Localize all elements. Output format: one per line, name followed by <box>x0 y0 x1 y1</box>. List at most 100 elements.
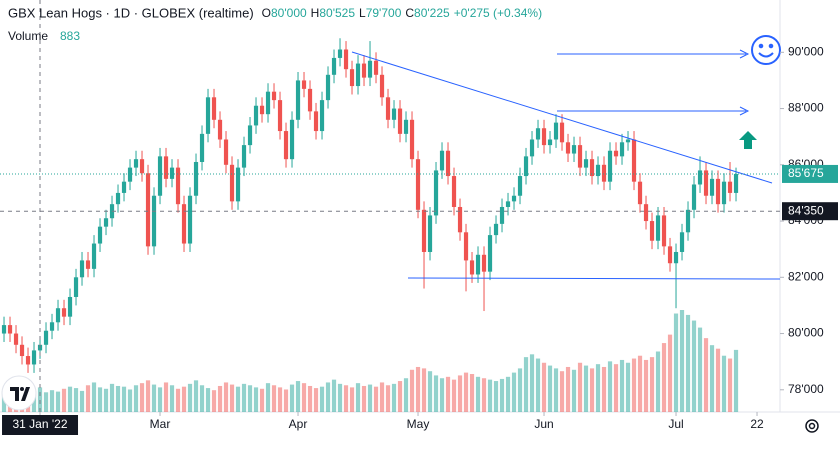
volume-bar <box>403 378 409 412</box>
candle-body <box>1 325 7 334</box>
candle-body <box>331 57 337 75</box>
volume-bar <box>229 384 235 412</box>
last-price-box <box>782 164 838 183</box>
volume-bar <box>115 385 121 412</box>
candle-body <box>613 150 619 157</box>
volume-bar <box>499 378 505 412</box>
symbol-title[interactable]: GBX Lean Hogs · 1D · GLOBEX (realtime) <box>8 5 254 20</box>
candle-body <box>643 204 649 222</box>
volume-bar <box>355 383 361 412</box>
tradingview-logo[interactable] <box>1 375 37 411</box>
volume-bar <box>667 334 673 412</box>
volume-bar <box>583 365 589 412</box>
smiley-face <box>751 35 781 65</box>
candle-body <box>337 49 343 58</box>
volume-bar <box>133 385 139 412</box>
volume-bar <box>121 386 127 412</box>
candle-body <box>469 260 475 275</box>
volume-bar <box>319 386 325 412</box>
volume-bar <box>241 383 247 412</box>
candle-body <box>31 350 37 365</box>
candle-body <box>139 159 145 174</box>
crosshair-price-label: 84'350 <box>788 203 824 217</box>
volume-bar <box>217 385 223 412</box>
candle-body <box>463 232 469 261</box>
up-arrow-marker <box>739 131 757 149</box>
candle-body <box>301 80 307 89</box>
candle-body <box>367 60 373 78</box>
candle-body <box>25 356 31 365</box>
candle-body <box>619 142 625 157</box>
volume-bar <box>349 387 355 412</box>
volume-bar <box>67 386 73 412</box>
volume-bar <box>43 392 49 412</box>
x-tick-label: 22 <box>750 417 764 431</box>
arrow-head <box>739 49 750 59</box>
volume-bar <box>463 372 469 412</box>
volume-bar <box>481 378 487 412</box>
candle-body <box>385 97 391 120</box>
volume-label: Volume <box>8 29 48 43</box>
candle-body <box>625 139 631 143</box>
volume-bar <box>163 382 169 412</box>
candle-body <box>325 74 331 101</box>
volume-bar <box>193 380 199 412</box>
volume-bar <box>271 385 277 412</box>
volume-bar <box>541 362 547 412</box>
volume-bar <box>427 371 433 412</box>
volume-bar <box>253 387 259 412</box>
volume-bar <box>205 388 211 412</box>
volume-bar <box>373 386 379 412</box>
candle-body <box>343 49 349 70</box>
volume-bar <box>703 338 709 412</box>
volume-bar <box>607 361 613 412</box>
candle-body <box>43 330 49 345</box>
candle-body <box>685 209 691 233</box>
candle-body <box>253 105 259 126</box>
ohlc-key: H <box>311 6 320 20</box>
x-tick-label: 31 Jan '22 <box>13 417 68 431</box>
candle-body <box>217 119 223 140</box>
volume-bar <box>529 354 535 412</box>
volume-bar <box>649 357 655 412</box>
volume-bar <box>673 313 679 412</box>
ohlc-key: L <box>359 6 366 20</box>
volume-bar <box>691 320 697 412</box>
volume-bar <box>643 359 649 412</box>
volume-bar <box>145 380 151 412</box>
candle-body <box>511 195 517 202</box>
volume-bar <box>379 382 385 412</box>
candle-body <box>637 181 643 205</box>
volume-bar <box>733 349 739 412</box>
candle-body <box>451 176 457 207</box>
y-tick-label: 88'000 <box>788 101 824 115</box>
candle-body <box>319 100 325 132</box>
volume-bar <box>709 345 715 412</box>
candle-body <box>541 128 547 146</box>
candle-body <box>535 128 541 140</box>
candle-body <box>307 88 313 112</box>
ohlc-value: 79'700 <box>366 6 402 20</box>
candle-body <box>181 204 187 244</box>
volume-bar <box>511 372 517 412</box>
candle-body <box>7 325 13 334</box>
candle-body <box>481 254 487 272</box>
trend-line <box>351 51 773 184</box>
candle-body <box>277 100 283 132</box>
settings-icon[interactable] <box>805 419 819 433</box>
candle-body <box>163 156 169 179</box>
candle-body <box>265 91 271 115</box>
volume-bar <box>367 384 373 412</box>
candle-body <box>409 119 415 160</box>
volume-bar <box>223 382 229 412</box>
candle-body <box>289 119 295 160</box>
candle-body <box>607 150 613 182</box>
support-line <box>407 277 781 280</box>
candle-body <box>175 167 181 205</box>
volume-bar <box>247 385 253 412</box>
volume-bar <box>211 390 217 412</box>
candle-body <box>235 167 241 202</box>
y-tick-label: 92'000 <box>788 0 824 2</box>
crosshair-x-box <box>2 415 79 435</box>
volume-bar <box>451 379 457 412</box>
